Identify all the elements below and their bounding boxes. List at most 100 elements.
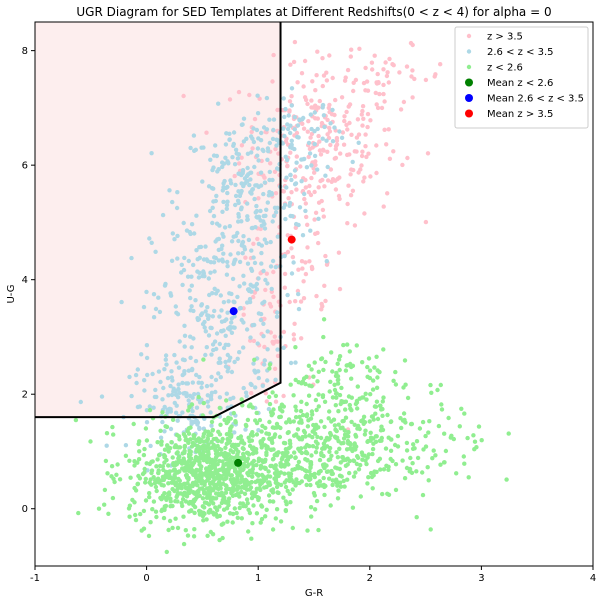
scatter-point bbox=[315, 230, 320, 236]
scatter-point bbox=[211, 213, 217, 219]
scatter-point bbox=[292, 450, 297, 455]
scatter-point bbox=[256, 495, 261, 501]
scatter-point bbox=[274, 421, 280, 427]
scatter-point bbox=[212, 477, 217, 482]
scatter-point bbox=[438, 382, 443, 388]
scatter-point bbox=[171, 462, 176, 468]
scatter-point bbox=[333, 146, 338, 152]
scatter-point bbox=[224, 453, 230, 459]
scatter-point bbox=[286, 196, 291, 201]
scatter-point bbox=[255, 111, 261, 116]
scatter-point bbox=[237, 471, 242, 476]
scatter-point bbox=[321, 317, 327, 322]
scatter-point bbox=[157, 463, 163, 469]
scatter-point bbox=[427, 419, 432, 424]
scatter-point bbox=[147, 494, 152, 500]
scatter-point bbox=[233, 420, 238, 425]
scatter-point bbox=[314, 445, 319, 450]
scatter-point bbox=[313, 162, 318, 168]
scatter-point bbox=[282, 253, 287, 259]
scatter-point bbox=[193, 480, 198, 485]
scatter-point bbox=[154, 464, 159, 469]
scatter-point bbox=[295, 80, 300, 85]
scatter-point bbox=[381, 91, 386, 97]
scatter-point bbox=[206, 333, 212, 338]
scatter-point bbox=[248, 335, 253, 340]
scatter-point bbox=[103, 458, 109, 464]
scatter-point bbox=[228, 428, 233, 433]
scatter-point bbox=[337, 446, 342, 451]
scatter-point bbox=[225, 310, 230, 315]
scatter-point bbox=[299, 381, 304, 386]
scatter-point bbox=[201, 510, 206, 515]
scatter-point bbox=[137, 476, 143, 481]
scatter-point bbox=[382, 127, 387, 132]
scatter-point bbox=[339, 385, 344, 391]
scatter-point bbox=[296, 135, 301, 140]
scatter-point bbox=[259, 429, 264, 434]
scatter-point bbox=[239, 516, 244, 521]
scatter-point bbox=[144, 420, 150, 425]
scatter-point bbox=[261, 148, 266, 154]
scatter-point bbox=[181, 541, 187, 547]
scatter-point bbox=[402, 476, 408, 481]
scatter-point bbox=[185, 533, 191, 538]
scatter-point bbox=[336, 193, 342, 199]
scatter-point bbox=[241, 116, 247, 121]
scatter-point bbox=[334, 428, 339, 434]
scatter-point bbox=[162, 367, 167, 372]
scatter-point bbox=[360, 457, 365, 462]
scatter-point bbox=[251, 458, 257, 464]
scatter-point bbox=[226, 461, 231, 466]
scatter-point bbox=[319, 120, 325, 126]
scatter-point bbox=[249, 382, 254, 388]
scatter-point bbox=[227, 224, 232, 229]
scatter-point bbox=[308, 135, 313, 140]
scatter-point bbox=[303, 177, 308, 183]
scatter-point bbox=[312, 170, 317, 175]
scatter-point bbox=[220, 188, 225, 193]
scatter-point bbox=[251, 361, 256, 366]
scatter-point bbox=[206, 184, 212, 189]
scatter-point bbox=[271, 499, 276, 504]
scatter-point bbox=[305, 528, 310, 533]
scatter-point bbox=[479, 438, 484, 443]
scatter-point bbox=[322, 462, 327, 467]
scatter-point bbox=[141, 452, 147, 458]
scatter-point bbox=[303, 445, 308, 450]
scatter-point bbox=[200, 311, 205, 316]
scatter-point bbox=[375, 458, 381, 464]
scatter-point bbox=[430, 456, 435, 461]
scatter-point bbox=[252, 116, 258, 122]
scatter-point bbox=[273, 264, 278, 270]
scatter-point bbox=[322, 283, 327, 288]
scatter-point bbox=[426, 478, 431, 483]
scatter-point bbox=[382, 99, 387, 104]
scatter-point bbox=[385, 70, 390, 75]
scatter-point bbox=[228, 448, 233, 453]
scatter-point bbox=[272, 434, 277, 439]
scatter-point bbox=[332, 423, 338, 428]
scatter-point bbox=[216, 491, 221, 496]
scatter-point bbox=[209, 473, 214, 478]
scatter-point bbox=[135, 482, 140, 487]
scatter-point bbox=[267, 366, 272, 371]
scatter-point bbox=[326, 437, 331, 442]
scatter-point bbox=[462, 411, 467, 416]
scatter-point bbox=[190, 461, 195, 467]
scatter-point bbox=[223, 333, 228, 338]
scatter-point bbox=[199, 303, 204, 308]
scatter-point bbox=[196, 446, 201, 452]
scatter-point bbox=[315, 49, 320, 54]
scatter-point bbox=[329, 112, 335, 117]
scatter-point bbox=[220, 209, 225, 214]
scatter-point bbox=[433, 72, 438, 77]
scatter-point bbox=[288, 172, 293, 178]
scatter-point bbox=[414, 469, 419, 474]
scatter-point bbox=[286, 417, 292, 422]
scatter-point bbox=[164, 424, 170, 430]
scatter-point bbox=[274, 484, 280, 490]
scatter-point bbox=[211, 260, 217, 265]
scatter-point bbox=[243, 255, 248, 260]
scatter-point bbox=[150, 507, 155, 512]
